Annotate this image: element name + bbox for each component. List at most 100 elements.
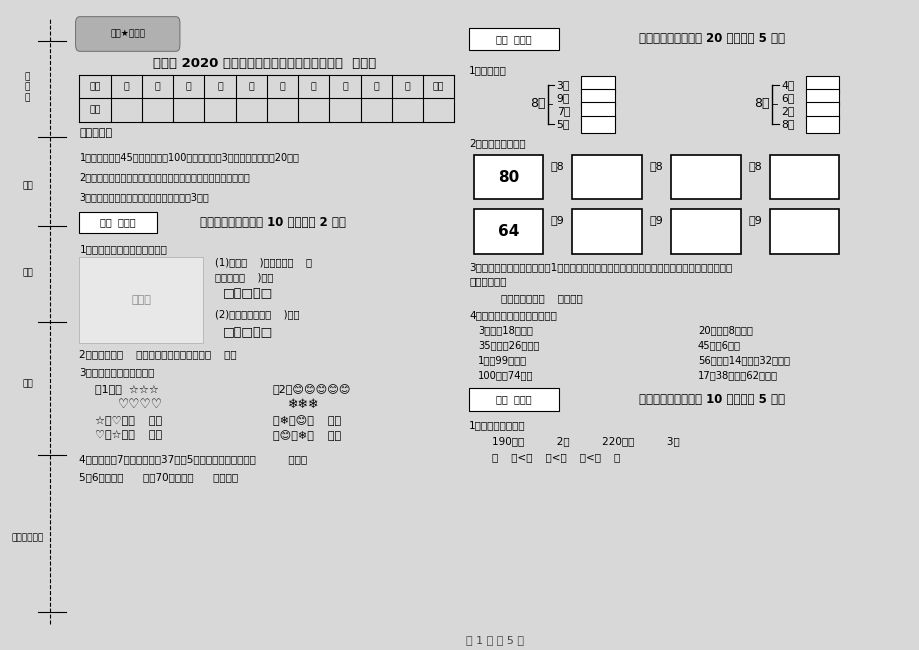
Text: 3＝: 3＝ [556, 80, 570, 90]
Text: (2)男生比女生多（    )人。: (2)男生比女生多（ )人。 [214, 309, 299, 319]
Text: 4、小红今年7岁，爸爸今年37岁，5年后，爸爸比小红大（          ）岁。: 4、小红今年7岁，爸爸今年37岁，5年后，爸爸比小红大（ ）岁。 [79, 454, 307, 464]
Text: （2）😊😊😊😊😊: （2）😊😊😊😊😊 [272, 384, 351, 395]
Bar [581, 89, 614, 107]
Text: 答：一共需要（    ）分钟。: 答：一共需要（ ）分钟。 [500, 293, 582, 304]
Text: 七: 七 [311, 82, 316, 91]
Text: 题号: 题号 [89, 82, 101, 91]
Bar [581, 102, 614, 120]
Text: 二、我会算（本题共 20 分，每题 5 分）: 二、我会算（本题共 20 分，每题 5 分） [638, 32, 784, 46]
Text: 总分: 总分 [433, 82, 444, 91]
Text: 100米－74米＝: 100米－74米＝ [478, 370, 533, 380]
Text: 乡镇（街道）: 乡镇（街道） [11, 534, 44, 542]
Text: ❄❄❄: ❄❄❄ [288, 398, 319, 411]
Text: －8: －8 [550, 161, 564, 171]
Text: 80: 80 [497, 170, 518, 185]
Text: 3、不要在试卷上乱写乱画，卷面不整洁扣3分。: 3、不要在试卷上乱写乱画，卷面不整洁扣3分。 [79, 192, 209, 202]
Text: ♡♡♡♡: ♡♡♡♡ [118, 398, 163, 411]
Text: 绝密★启用前: 绝密★启用前 [110, 29, 145, 38]
Bar [805, 102, 838, 120]
Bar [469, 389, 558, 411]
Text: 人，一共（    )人。: 人，一共（ )人。 [214, 272, 273, 282]
Text: 比❄少😊（    ）个: 比❄少😊（ ）个 [272, 415, 340, 426]
Text: 比😊多❄（    ）个: 比😊多❄（ ）个 [272, 430, 340, 441]
Text: 1、看一看，算一算，填一填。: 1、看一看，算一算，填一填。 [79, 244, 167, 254]
Text: 三: 三 [186, 82, 191, 91]
Text: 得分  评卷人: 得分 评卷人 [495, 395, 531, 404]
Text: （图）: （图） [131, 295, 151, 305]
Text: 考试须知：: 考试须知： [79, 128, 112, 138]
Text: 7＝: 7＝ [556, 106, 570, 116]
Text: 1米－99厘米＝: 1米－99厘米＝ [478, 355, 527, 365]
Text: 3、看图想一想，填一填。: 3、看图想一想，填一填。 [79, 367, 154, 378]
Bar [572, 155, 641, 200]
Bar [769, 209, 838, 254]
Text: 四: 四 [217, 82, 222, 91]
Text: 十: 十 [404, 82, 410, 91]
Text: 要多少分钟？: 要多少分钟？ [469, 276, 506, 286]
Bar [805, 76, 838, 93]
Text: 一: 一 [123, 82, 129, 91]
Text: 得分  评卷人: 得分 评卷人 [100, 217, 136, 228]
Text: 6＝: 6＝ [780, 93, 794, 103]
Text: 8＝: 8＝ [780, 119, 794, 129]
Text: 17米38厘米＋62厘米＝: 17米38厘米＋62厘米＝ [698, 370, 777, 380]
Text: 三、我会比（本题共 10 分，每题 5 分）: 三、我会比（本题共 10 分，每题 5 分） [638, 393, 784, 406]
Bar [581, 76, 614, 93]
Text: 4、计算题，我会做，瞧我的！: 4、计算题，我会做，瞧我的！ [469, 311, 556, 320]
Text: 淄博市 2020 年一年级数学下学期综合练习试卷  附答案: 淄博市 2020 年一年级数学下学期综合练习试卷 附答案 [153, 57, 376, 70]
Text: 4＝: 4＝ [780, 80, 794, 90]
Text: ☆比♡少（    ）个: ☆比♡少（ ）个 [95, 415, 162, 426]
Text: 得分: 得分 [89, 105, 101, 114]
FancyBboxPatch shape [75, 17, 180, 51]
Text: □－□＝□: □－□＝□ [222, 326, 272, 339]
Text: ＋9: ＋9 [649, 216, 663, 226]
Text: 2＝: 2＝ [780, 106, 794, 116]
Bar [469, 28, 558, 50]
Text: 1、考试时间：45分钟。满分为100分（含卷面分3分），附加题单独20分。: 1、考试时间：45分钟。满分为100分（含卷面分3分），附加题单独20分。 [79, 153, 299, 162]
Text: 学校: 学校 [22, 379, 33, 388]
Text: 1、算一算。: 1、算一算。 [469, 65, 506, 75]
Bar [805, 116, 838, 133]
Bar [769, 155, 838, 200]
Text: 35厘米－26厘米＝: 35厘米－26厘米＝ [478, 340, 539, 350]
Text: 3厘米＋18厘米＝: 3厘米＋18厘米＝ [478, 326, 532, 335]
Text: 56厘米＋14厘米－32厘米＝: 56厘米＋14厘米－32厘米＝ [698, 355, 789, 365]
Text: 1、从小到大排列。: 1、从小到大排列。 [469, 421, 525, 430]
Text: 2、六十写作（    ），它比最大的两位数小（    ）。: 2、六十写作（ ），它比最大的两位数小（ ）。 [79, 349, 237, 359]
Text: 3、军军从一楼走到二楼需要1分钟，用这样的速度他从一楼走到五楼，再从五楼回到一楼共需: 3、军军从一楼走到二楼需要1分钟，用这样的速度他从一楼走到五楼，再从五楼回到一楼… [469, 263, 732, 272]
Bar [670, 209, 740, 254]
Text: 五: 五 [248, 82, 254, 91]
Bar [79, 257, 203, 343]
Text: 2、请首先按要求在试卷的指定位置填写您的姓名、班级、学号。: 2、请首先按要求在试卷的指定位置填写您的姓名、班级、学号。 [79, 172, 250, 182]
Text: 9＝: 9＝ [556, 93, 570, 103]
Bar [572, 209, 641, 254]
Text: □＋□＝□: □＋□＝□ [222, 287, 272, 300]
Bar [473, 209, 542, 254]
Bar [581, 116, 614, 133]
Text: 5＝: 5＝ [556, 119, 570, 129]
Text: 一、我会填（本题共 10 分，每题 2 分）: 一、我会填（本题共 10 分，每题 2 分） [199, 216, 346, 229]
Text: －8: －8 [748, 161, 761, 171]
Text: 二: 二 [154, 82, 160, 91]
Text: 2、算一算接力赛！: 2、算一算接力赛！ [469, 138, 525, 148]
Text: 20厘米－8厘米＝: 20厘米－8厘米＝ [698, 326, 752, 335]
Text: 8＋: 8＋ [754, 97, 769, 110]
Text: （    ）<（    ）<（    ）<（    ）: （ ）<（ ）<（ ）<（ ） [491, 452, 619, 463]
Text: 190厘米          2米          220厘米          3米: 190厘米 2米 220厘米 3米 [491, 437, 678, 447]
Bar [79, 212, 156, 233]
Text: －8: －8 [649, 161, 663, 171]
Text: 5、6个十是（      ），70里面有（      ）个十。: 5、6个十是（ ），70里面有（ ）个十。 [79, 473, 238, 482]
Text: ＋9: ＋9 [748, 216, 761, 226]
Text: 密
封
线: 密 封 线 [25, 72, 30, 102]
Text: 八: 八 [342, 82, 347, 91]
Text: ＋9: ＋9 [550, 216, 564, 226]
Text: 8＋: 8＋ [529, 97, 545, 110]
Text: 45米＋6米＝: 45米＋6米＝ [698, 340, 740, 350]
Bar [473, 155, 542, 200]
Text: (1)男生（    )人，女生（    ）: (1)男生（ )人，女生（ ） [214, 257, 312, 267]
Text: 班级: 班级 [22, 268, 33, 277]
Text: 第 1 页 共 5 页: 第 1 页 共 5 页 [465, 634, 524, 645]
Text: 九: 九 [373, 82, 379, 91]
Bar [805, 89, 838, 107]
Text: 得分  评卷人: 得分 评卷人 [495, 34, 531, 44]
